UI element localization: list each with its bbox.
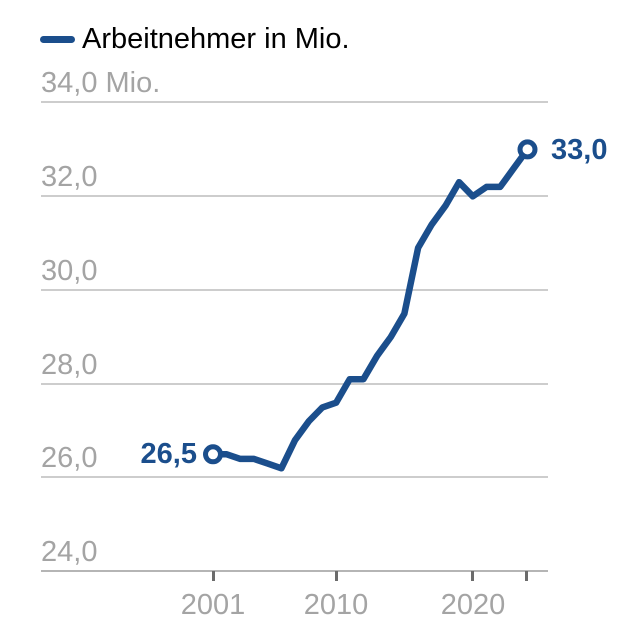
- legend-line-swatch-icon: [40, 36, 75, 43]
- y-tick-label-30: 30,0: [41, 255, 98, 287]
- x-tick-2001: [212, 571, 215, 581]
- y-tick-label-34: 34,0 Mio.: [41, 67, 161, 99]
- x-tick-label-2001: 2001: [180, 589, 246, 621]
- y-tick-label-26: 26,0: [41, 442, 98, 474]
- x-tick-label-2020: 2020: [440, 589, 506, 621]
- y-tick-label-24: 24,0: [41, 536, 98, 568]
- legend-label: Arbeitnehmer in Mio.: [82, 23, 350, 55]
- end-value-label: 33,0: [551, 134, 608, 166]
- start-point-marker: [203, 444, 223, 465]
- end-point-marker: [517, 139, 538, 160]
- gridline-30: [41, 289, 548, 291]
- start-value-label: 26,5: [140, 438, 197, 470]
- x-tick-label-2010: 2010: [303, 589, 369, 621]
- x-tick-2024: [525, 571, 528, 581]
- gridline-32: [41, 195, 548, 197]
- x-axis-line: [41, 570, 548, 572]
- x-tick-2020: [471, 571, 474, 581]
- y-tick-label-32: 32,0: [41, 161, 98, 193]
- gridline-28: [41, 383, 548, 385]
- gridline-26: [41, 476, 548, 478]
- x-tick-2010: [335, 571, 338, 581]
- trend-line: [209, 146, 531, 472]
- y-tick-label-28: 28,0: [41, 349, 98, 381]
- gridline-34: [41, 101, 548, 103]
